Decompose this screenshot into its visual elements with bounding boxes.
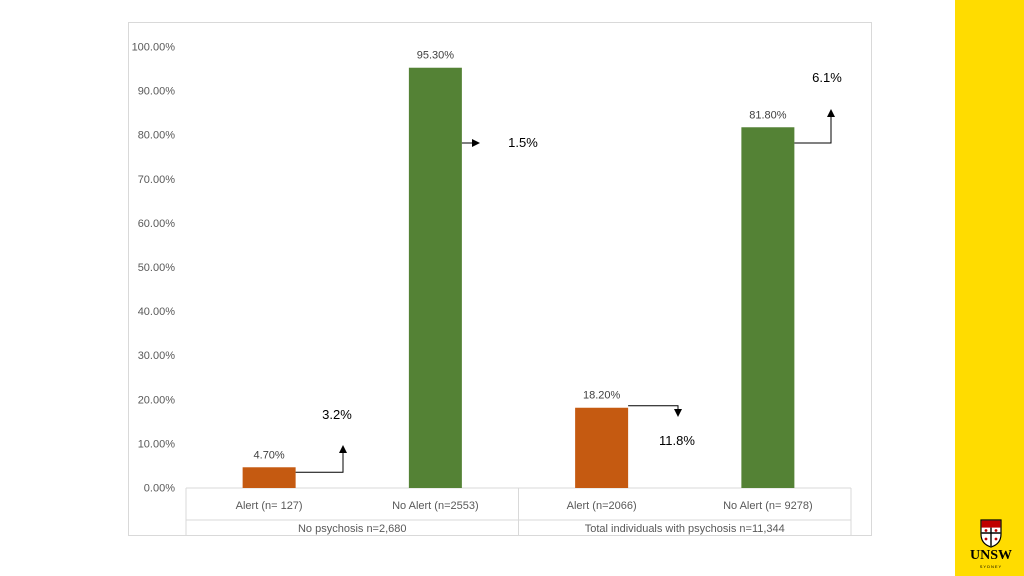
logo-subtext: SYDNEY xyxy=(979,564,1003,569)
bar-value-label: 81.80% xyxy=(749,109,787,121)
change-connector xyxy=(628,405,679,409)
bar xyxy=(575,407,629,488)
annotation-backdrop xyxy=(872,70,882,90)
change-label: 1.5% xyxy=(508,135,538,150)
y-tick-label: 90.00% xyxy=(138,86,176,98)
x-category-label: No Alert (n= 9278) xyxy=(723,500,813,512)
change-label: 3.2% xyxy=(322,407,352,422)
change-label: 6.1% xyxy=(812,70,842,85)
brand-sidebar xyxy=(955,0,1024,576)
bar xyxy=(242,467,296,488)
x-group-label: Total individuals with psychosis n=11,34… xyxy=(585,523,785,535)
bar xyxy=(408,67,462,489)
x-category-label: Alert (n= 127) xyxy=(236,500,303,512)
crest-icon xyxy=(980,519,1002,548)
bar-chart: 0.00% 10.00% 20.00% 30.00% 40.00% 50.00% 60.00… xyxy=(132,42,852,536)
change-connector xyxy=(794,117,832,144)
y-tick-label: 60.00% xyxy=(138,218,176,230)
change-label: 11.8% xyxy=(659,433,695,448)
y-tick-label: 20.00% xyxy=(138,394,176,406)
bar xyxy=(741,127,795,489)
bar-value-label: 95.30% xyxy=(417,50,455,62)
chart-frame: 0.00% 10.00% 20.00% 30.00% 40.00% 50.00% 60.00… xyxy=(128,22,872,536)
y-tick-label: 30.00% xyxy=(138,350,176,362)
y-tick-label: 0.00% xyxy=(144,483,175,495)
unsw-logo: UNSW SYDNEY xyxy=(966,518,1016,574)
bar-value-label: 4.70% xyxy=(254,449,285,461)
x-group-label: No psychosis n=2,680 xyxy=(298,523,407,535)
arrow-head xyxy=(827,109,835,117)
y-tick-label: 10.00% xyxy=(138,438,176,450)
arrow-head xyxy=(339,445,347,453)
y-tick-label: 50.00% xyxy=(138,262,176,274)
bar-value-label: 18.20% xyxy=(583,390,621,402)
arrow-head xyxy=(674,409,682,417)
y-tick-label: 40.00% xyxy=(138,306,176,318)
arrow-head xyxy=(472,139,480,147)
change-connector xyxy=(295,453,344,473)
y-tick-label: 70.00% xyxy=(138,174,176,186)
x-category-label: Alert (n=2066) xyxy=(567,500,637,512)
x-category-label: No Alert (n=2553) xyxy=(392,500,479,512)
y-tick-label: 80.00% xyxy=(138,130,176,142)
logo-wordmark: UNSW xyxy=(969,548,1012,563)
y-tick-label: 100.00% xyxy=(132,42,176,54)
